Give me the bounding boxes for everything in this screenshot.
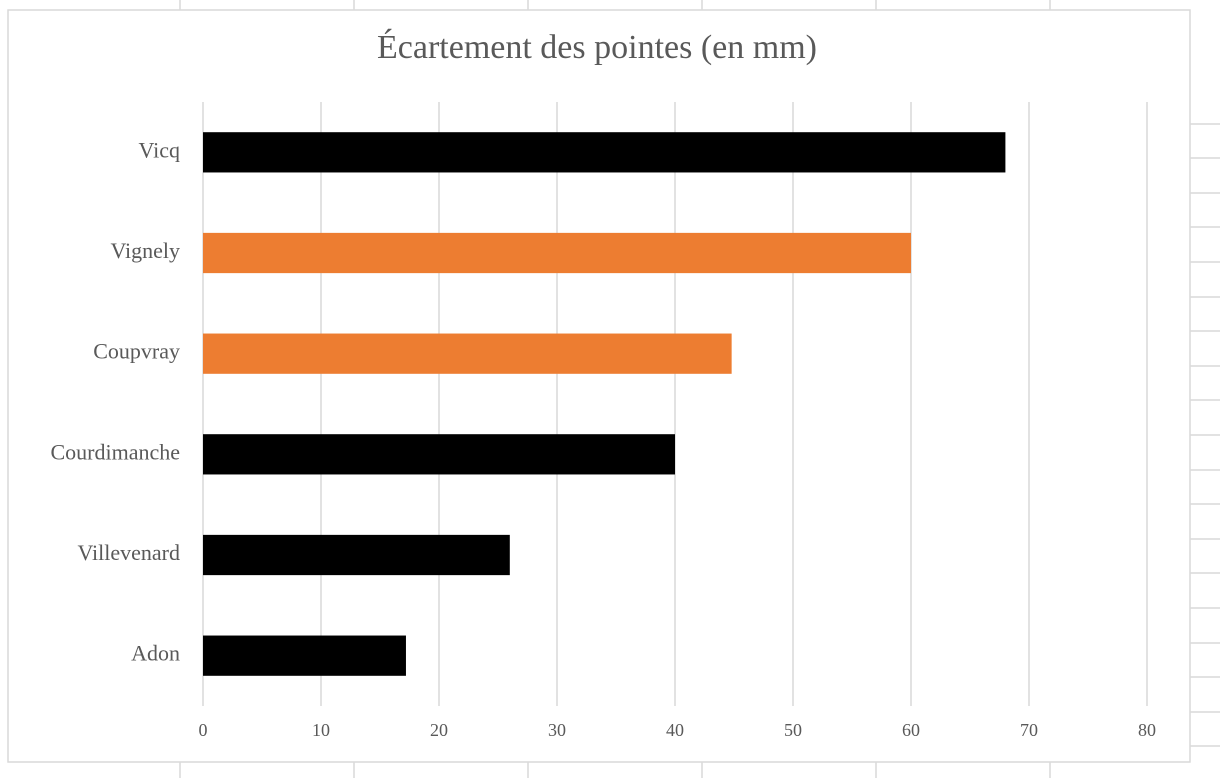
x-tick-label: 70 [1020,720,1038,740]
y-tick-label: Courdimanche [50,439,180,464]
y-tick-label: Villevenard [77,540,180,565]
x-tick-label: 60 [902,720,920,740]
bar [203,232,911,274]
y-tick-label: Vignely [110,238,180,263]
x-tick-label: 50 [784,720,802,740]
bar [203,635,406,676]
x-tick-label: 30 [548,720,566,740]
sheet-cells [179,0,1220,778]
y-tick-label: Vicq [139,137,180,162]
chart-area [7,9,1191,763]
x-tick-label: 10 [312,720,330,740]
x-tick-label: 80 [1138,720,1156,740]
x-tick-label: 20 [430,720,448,740]
x-tick-label: 40 [666,720,684,740]
bar [203,434,675,475]
x-tick-label: 0 [199,720,208,740]
y-tick-label: Coupvray [93,339,180,364]
chart-title: Écartement des pointes (en mm) [377,29,817,66]
bar [203,132,1006,173]
y-tick-label: Adon [131,641,180,666]
bar [203,333,732,374]
bar [203,534,510,576]
